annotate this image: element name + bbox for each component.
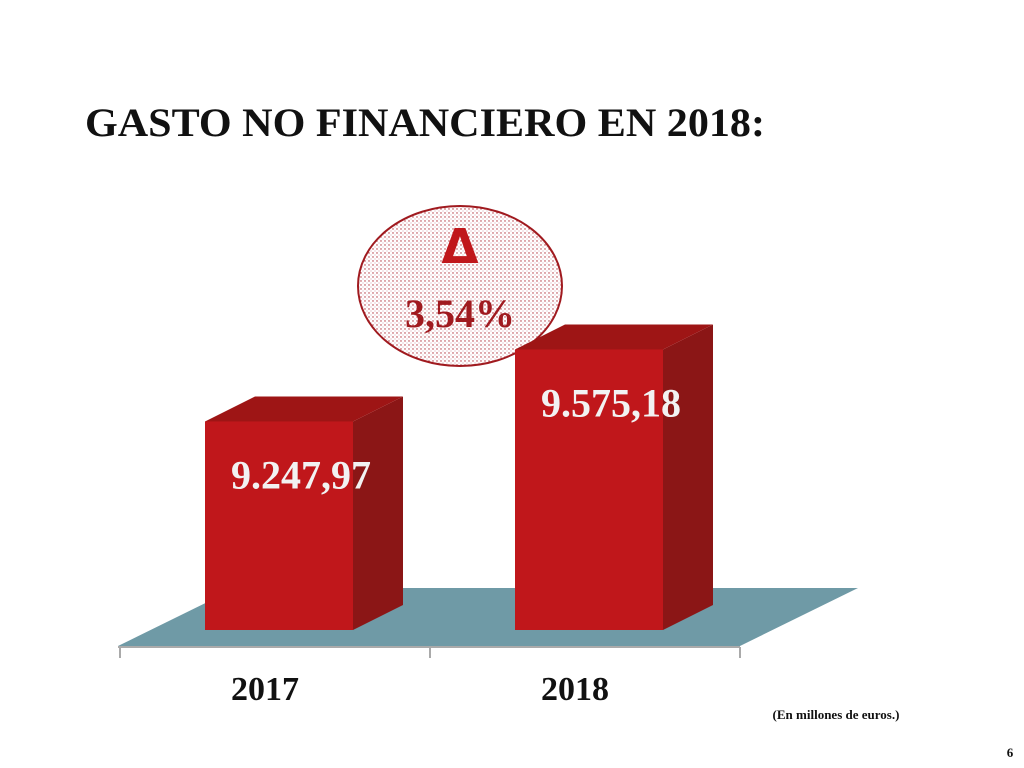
bar-side [663, 324, 713, 630]
value-label: 9.247,97 [231, 453, 371, 498]
bar [205, 421, 353, 630]
x-tick-label: 2018 [541, 671, 609, 708]
page-number: 6 [1007, 745, 1014, 760]
value-label: 9.575,18 [541, 381, 681, 426]
x-tick-label: 2017 [231, 671, 299, 708]
units-note: (En millones de euros.) [773, 707, 900, 722]
change-bubble [357, 205, 563, 367]
delta-symbol: Δ [441, 219, 478, 275]
bar-side [353, 396, 403, 630]
bar-top [515, 324, 713, 350]
bar [515, 349, 663, 630]
change-label: 3,54% [405, 291, 515, 336]
bar-top [205, 396, 403, 422]
chart-title: GASTO NO FINANCIERO EN 2018: [85, 100, 765, 145]
